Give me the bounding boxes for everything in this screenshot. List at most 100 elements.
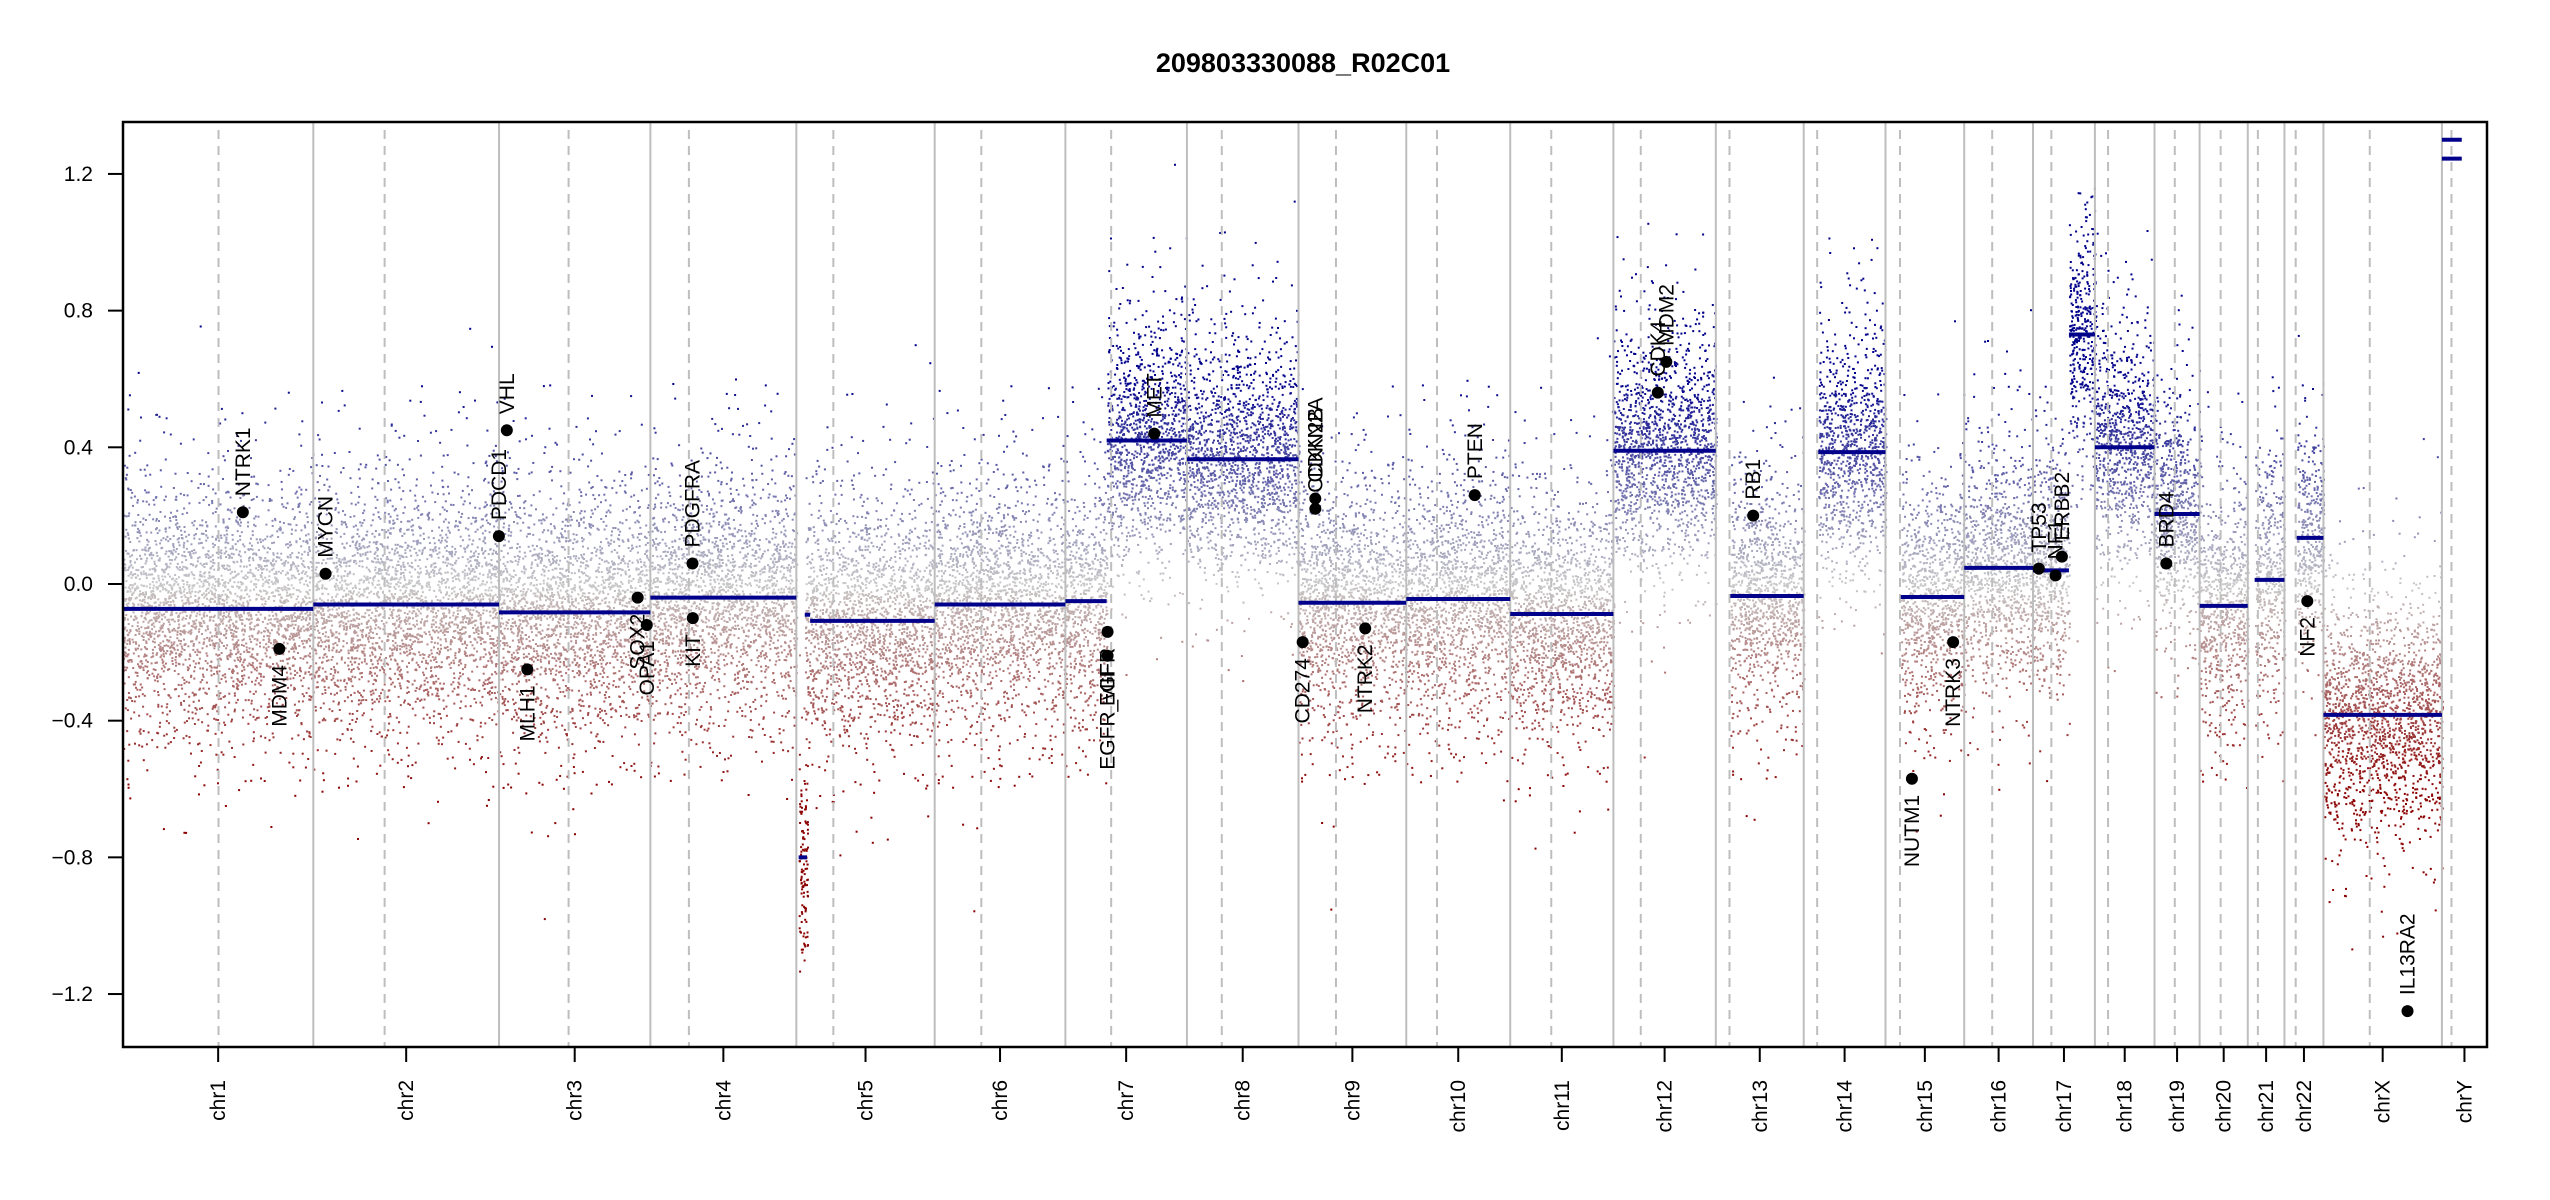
probe-point — [387, 480, 389, 482]
probe-point — [389, 713, 392, 715]
probe-point — [375, 618, 377, 621]
probe-point — [380, 692, 382, 695]
probe-point — [480, 756, 483, 758]
probe-point — [134, 589, 137, 592]
probe-point — [431, 549, 434, 551]
probe-point — [352, 757, 355, 760]
probe-point — [337, 574, 340, 577]
probe-point — [273, 692, 276, 695]
probe-point — [335, 588, 338, 591]
probe-point — [321, 719, 324, 722]
probe-point — [485, 460, 488, 463]
probe-point — [294, 615, 297, 618]
probe-point — [138, 744, 141, 747]
probe-point — [309, 550, 311, 552]
probe-point — [285, 617, 288, 620]
probe-point — [417, 590, 419, 593]
probe-point — [444, 607, 447, 610]
probe-point — [341, 579, 344, 582]
probe-point — [138, 665, 140, 668]
probe-point — [431, 491, 434, 494]
probe-point — [192, 648, 195, 651]
probe-point — [127, 569, 130, 571]
probe-point — [483, 537, 486, 540]
probe-point — [221, 674, 224, 677]
probe-point — [177, 695, 180, 698]
probe-point — [482, 598, 485, 601]
probe-point — [143, 548, 146, 551]
probe-point — [286, 662, 289, 665]
probe-point — [308, 731, 311, 734]
probe-point — [363, 546, 366, 549]
probe-point — [355, 542, 358, 545]
probe-point — [457, 632, 460, 635]
probe-point — [335, 608, 338, 611]
probe-point — [163, 688, 166, 691]
probe-point — [275, 572, 278, 575]
probe-point — [124, 652, 127, 655]
probe-point — [469, 327, 472, 330]
probe-point — [195, 615, 198, 618]
probe-point — [241, 669, 244, 672]
probe-point — [300, 618, 303, 621]
probe-point — [214, 589, 217, 592]
probe-point — [242, 604, 245, 607]
probe-point — [479, 616, 482, 619]
probe-point — [495, 654, 498, 657]
probe-point — [146, 538, 149, 541]
probe-point — [275, 702, 278, 705]
probe-point — [402, 565, 405, 568]
probe-point — [275, 577, 278, 580]
probe-point — [425, 573, 428, 575]
probe-point — [164, 599, 167, 602]
probe-point — [489, 635, 492, 638]
probe-point — [348, 678, 351, 681]
probe-point — [145, 572, 147, 575]
probe-point — [263, 605, 265, 608]
probe-point — [152, 640, 154, 643]
probe-point — [186, 720, 188, 723]
probe-point — [231, 634, 234, 637]
probe-point — [130, 496, 133, 499]
probe-point — [152, 587, 155, 590]
probe-point — [408, 458, 411, 461]
probe-point — [124, 566, 127, 569]
probe-point — [266, 634, 269, 637]
probe-point — [145, 659, 148, 662]
probe-point — [199, 623, 202, 626]
probe-point — [287, 523, 290, 526]
probe-point — [374, 557, 377, 560]
probe-point — [374, 688, 377, 691]
probe-point — [309, 577, 311, 580]
probe-point — [207, 557, 210, 560]
probe-point — [144, 596, 146, 598]
probe-point — [293, 635, 296, 638]
probe-point — [183, 708, 186, 711]
probe-point — [477, 629, 480, 632]
probe-point — [257, 611, 260, 614]
probe-point — [247, 571, 249, 574]
probe-point — [387, 749, 390, 752]
probe-point — [343, 680, 346, 683]
probe-point — [375, 619, 378, 622]
probe-point — [468, 620, 471, 622]
probe-point — [156, 680, 159, 683]
probe-point — [397, 610, 400, 613]
probe-point — [300, 488, 303, 491]
probe-point — [198, 688, 201, 691]
probe-point — [370, 627, 373, 630]
probe-point — [432, 571, 435, 574]
probe-point — [348, 565, 351, 567]
probe-point — [170, 641, 173, 644]
probe-point — [251, 544, 253, 547]
probe-point — [385, 599, 388, 602]
probe-point — [155, 528, 157, 531]
probe-point — [233, 507, 236, 510]
probe-point — [375, 561, 378, 564]
probe-point — [213, 647, 216, 650]
probe-point — [473, 575, 476, 578]
probe-point — [459, 609, 462, 612]
probe-point — [275, 556, 278, 558]
probe-point — [161, 625, 164, 628]
probe-point — [180, 640, 182, 642]
